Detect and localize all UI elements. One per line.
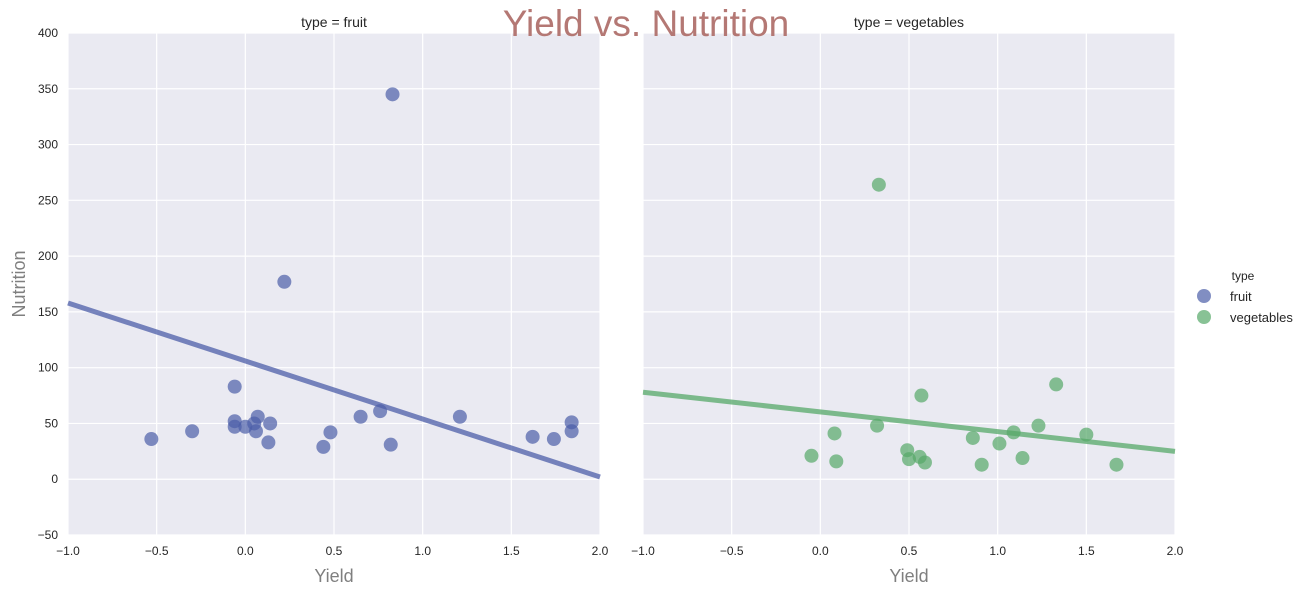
- regression-line-vegetables: [642, 389, 1176, 454]
- x-tick-label: 0.5: [901, 544, 918, 558]
- x-tick-label: −1.0: [56, 544, 80, 558]
- data-point-vegetables: [902, 452, 916, 467]
- data-point-fruit: [227, 419, 242, 434]
- legend-marker-fruit: [1197, 289, 1211, 303]
- y-tick-label: −50: [38, 528, 59, 542]
- data-point-vegetables: [804, 448, 819, 463]
- y-tick-label: 300: [38, 138, 58, 152]
- data-point-vegetables: [871, 177, 886, 192]
- y-tick-label: 150: [38, 305, 58, 319]
- data-point-fruit: [185, 424, 200, 439]
- data-point-vegetables: [965, 430, 980, 445]
- y-tick-label: 200: [38, 249, 58, 263]
- data-point-fruit: [564, 424, 579, 439]
- x-tick-label: −1.0: [631, 544, 655, 558]
- x-tick-label: 2.0: [592, 544, 609, 558]
- y-tick-label: 350: [38, 82, 58, 96]
- data-point-fruit: [227, 379, 242, 394]
- legend-label-vegetables: vegetables: [1230, 310, 1293, 325]
- data-point-vegetables: [914, 388, 929, 403]
- data-point-fruit: [277, 274, 292, 289]
- x-tick-label: 0.5: [326, 544, 343, 558]
- data-point-fruit: [144, 432, 159, 447]
- x-tick-label: 0.0: [237, 544, 254, 558]
- x-tick-label: 1.0: [989, 544, 1006, 558]
- y-tick-label: 100: [38, 361, 58, 375]
- data-point-vegetables: [1109, 457, 1124, 472]
- chart-title: Yield vs. Nutrition: [503, 3, 790, 44]
- data-point-fruit: [261, 435, 276, 450]
- data-point-vegetables: [829, 454, 844, 469]
- y-tick-label: 400: [38, 26, 58, 40]
- data-point-fruit: [383, 437, 398, 452]
- x-tick-label: 2.0: [1167, 544, 1184, 558]
- y-tick-label: 50: [45, 416, 59, 430]
- x-axis-label: Yield: [314, 566, 353, 586]
- data-point-fruit: [385, 87, 400, 102]
- facet-title: type = vegetables: [854, 14, 964, 30]
- x-tick-label: −0.5: [720, 544, 744, 558]
- data-point-vegetables: [1015, 451, 1030, 466]
- x-tick-label: 1.5: [1078, 544, 1095, 558]
- data-point-vegetables: [992, 436, 1007, 451]
- data-point-vegetables: [917, 455, 932, 470]
- data-point-fruit: [452, 409, 467, 424]
- data-point-vegetables: [1049, 377, 1064, 392]
- data-point-vegetables: [870, 418, 885, 433]
- data-point-fruit: [546, 432, 561, 447]
- y-axis-label: Nutrition: [9, 250, 29, 317]
- data-point-fruit: [353, 409, 368, 424]
- data-point-vegetables: [1031, 418, 1046, 433]
- regression-line-fruit: [67, 300, 601, 480]
- facet-title: type = fruit: [301, 14, 367, 30]
- x-tick-label: −0.5: [145, 544, 169, 558]
- x-tick-label: 1.0: [414, 544, 431, 558]
- data-point-fruit: [316, 439, 331, 454]
- x-tick-label: 0.0: [812, 544, 829, 558]
- data-point-vegetables: [827, 426, 842, 441]
- data-point-fruit: [248, 424, 263, 439]
- data-point-fruit: [525, 429, 540, 444]
- data-point-vegetables: [974, 457, 989, 472]
- data-point-fruit: [323, 425, 338, 440]
- y-tick-label: 0: [51, 472, 58, 486]
- data-point-fruit: [263, 416, 278, 431]
- legend-title: type: [1232, 269, 1255, 283]
- x-axis-label: Yield: [889, 566, 928, 586]
- data-point-fruit: [250, 409, 265, 424]
- x-tick-label: 1.5: [503, 544, 520, 558]
- legend-marker-vegetables: [1197, 310, 1211, 324]
- y-tick-label: 250: [38, 193, 58, 207]
- legend-label-fruit: fruit: [1230, 289, 1252, 304]
- data-point-vegetables: [1079, 427, 1094, 442]
